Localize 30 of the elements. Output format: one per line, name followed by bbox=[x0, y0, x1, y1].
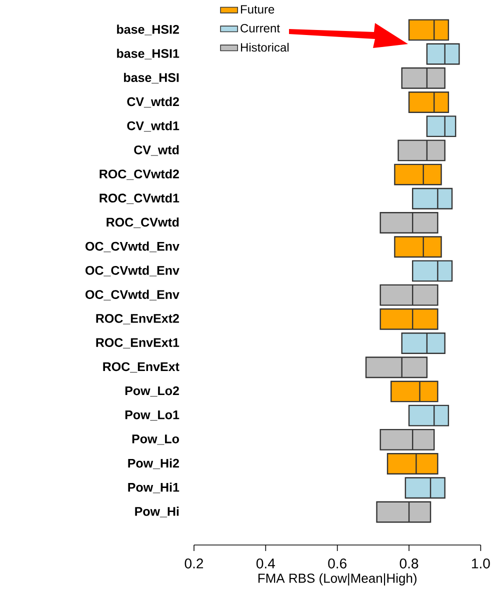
y-tick-label: OC_CVwtd_Env bbox=[86, 290, 180, 300]
y-tick-label: Pow_Lo2 bbox=[125, 386, 179, 397]
legend-label: Future bbox=[240, 5, 274, 14]
y-tick-label: CV_wtd1 bbox=[127, 121, 180, 132]
x-tick-label: 1.0 bbox=[472, 558, 490, 568]
y-tick-label: CV_wtd2 bbox=[127, 96, 179, 108]
y-tick-label: ROC_CVwtd bbox=[106, 217, 179, 228]
legend-label: Historical bbox=[240, 42, 289, 52]
x-tick-label: 0.6 bbox=[328, 558, 346, 568]
y-tick-label: Pow_Lo1 bbox=[125, 410, 180, 421]
y-tick-label: base_HSI2 bbox=[117, 24, 179, 36]
y-tick-label: Pow_Hi1 bbox=[128, 482, 180, 494]
y-tick-label: Pow_Hi2 bbox=[128, 458, 179, 470]
legend-label: Current bbox=[240, 24, 280, 32]
y-tick-label: ROC_EnvExt bbox=[103, 362, 180, 372]
y-tick-label: ROC_EnvExt1 bbox=[96, 338, 180, 348]
y-tick-label: CV_wtd bbox=[134, 145, 179, 156]
x-tick-label: 0.2 bbox=[184, 558, 204, 568]
y-tick-label: ROC_EnvExt2 bbox=[96, 314, 179, 324]
y-tick-label: ROC_CVwtd2 bbox=[100, 169, 179, 180]
y-tick-label: OC_CVwtd_Env bbox=[86, 242, 180, 252]
x-tick-label: 0.4 bbox=[256, 558, 275, 568]
y-tick-label: Pow_Lo bbox=[132, 434, 179, 445]
y-tick-label: ROC_CVwtd1 bbox=[100, 193, 180, 204]
x-tick-label: 0.8 bbox=[400, 558, 418, 568]
x-axis-title: FMA RBS (Low|Mean|High) bbox=[258, 573, 416, 586]
y-tick-label: OC_CVwtd_Env bbox=[86, 266, 180, 276]
y-tick-label: base_HSI1 bbox=[117, 48, 180, 60]
y-tick-label: Pow_Hi bbox=[135, 506, 179, 518]
y-tick-label: base_HSI bbox=[124, 72, 179, 84]
